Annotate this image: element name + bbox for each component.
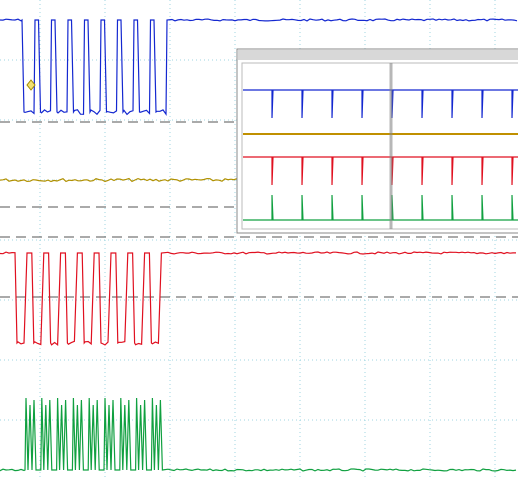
window-titlebar [238,50,518,60]
trace-blue [0,18,518,116]
trigger-marker [26,79,36,91]
trace-green [0,397,517,472]
preview-window [236,48,518,234]
preview-plot [241,62,518,230]
trace-yellow [0,177,241,183]
traces [0,18,518,472]
trace-red [0,251,516,346]
